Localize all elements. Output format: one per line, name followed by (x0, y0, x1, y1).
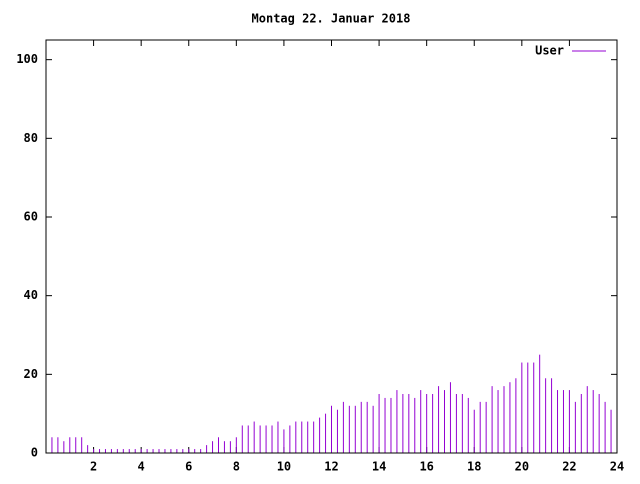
x-tick-label: 4 (138, 460, 145, 474)
x-tick-label: 6 (185, 460, 192, 474)
x-tick-label: 12 (324, 460, 338, 474)
y-tick-label: 80 (24, 131, 38, 145)
y-tick-label: 100 (16, 52, 38, 66)
y-tick-label: 60 (24, 210, 38, 224)
y-tick-label: 20 (24, 367, 38, 381)
y-tick-label: 40 (24, 288, 38, 302)
x-tick-label: 24 (610, 460, 624, 474)
legend-label: User (535, 44, 564, 58)
x-tick-label: 22 (562, 460, 576, 474)
x-tick-label: 18 (467, 460, 481, 474)
x-tick-label: 10 (277, 460, 291, 474)
chart-title: Montag 22. Januar 2018 (252, 12, 411, 26)
y-tick-label: 0 (31, 446, 38, 460)
x-tick-label: 16 (419, 460, 433, 474)
x-tick-label: 8 (233, 460, 240, 474)
x-tick-label: 20 (515, 460, 529, 474)
x-tick-label: 2 (90, 460, 97, 474)
x-tick-label: 14 (372, 460, 386, 474)
plot-border (45, 39, 618, 454)
